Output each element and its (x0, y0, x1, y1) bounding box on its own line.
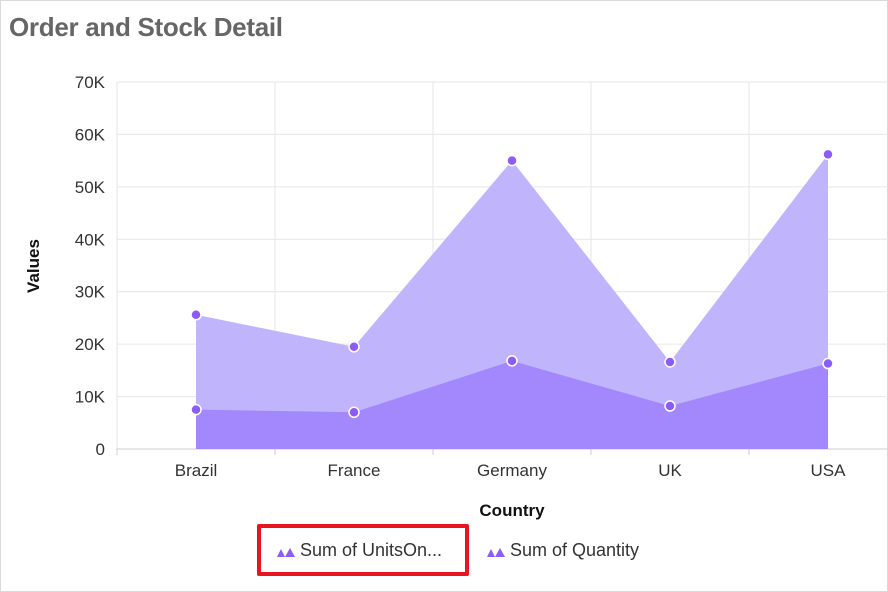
x-tick-label: France (328, 461, 381, 480)
x-axis-ticks: Brazil France Germany UK USA (175, 461, 846, 480)
data-point (823, 149, 833, 159)
x-tick-label: UK (658, 461, 682, 480)
y-tick-label: 10K (75, 388, 106, 407)
data-point (507, 156, 517, 166)
area-series (196, 154, 828, 449)
data-point (191, 310, 201, 320)
y-axis-title: Values (24, 239, 43, 293)
x-tick-label: Germany (477, 461, 547, 480)
y-tick-label: 50K (75, 178, 106, 197)
data-point (349, 342, 359, 352)
y-tick-label: 60K (75, 125, 106, 144)
data-point (349, 407, 359, 417)
legend-highlight-box (257, 524, 469, 576)
x-axis-title: Country (479, 501, 545, 520)
data-point (665, 401, 675, 411)
y-tick-label: 40K (75, 230, 106, 249)
data-point (507, 356, 517, 366)
y-tick-label: 30K (75, 283, 106, 302)
area-icon (486, 544, 506, 558)
y-tick-label: 70K (75, 73, 106, 92)
legend-label: Sum of Quantity (510, 540, 639, 561)
data-point (665, 357, 675, 367)
y-tick-label: 20K (75, 335, 106, 354)
data-point (191, 405, 201, 415)
x-tick-label: Brazil (175, 461, 218, 480)
y-tick-label: 0 (96, 440, 105, 459)
y-axis-ticks: 0 10K 20K 30K 40K 50K 60K 70K (75, 73, 106, 459)
x-tick-label: USA (811, 461, 847, 480)
legend-item-quantity[interactable]: Sum of Quantity (486, 540, 639, 561)
data-point (823, 359, 833, 369)
